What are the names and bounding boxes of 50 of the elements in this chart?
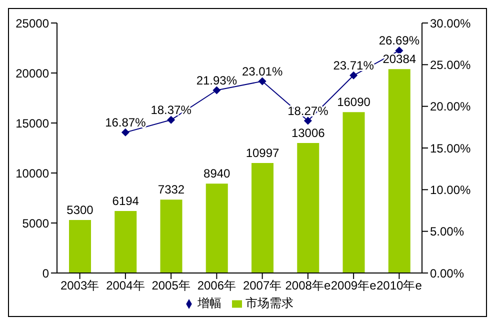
data-label: 6194 xyxy=(112,194,140,208)
bar xyxy=(388,69,410,273)
data-label: 23.01% xyxy=(242,64,283,78)
y2-tick-label: 20.00% xyxy=(430,100,472,114)
x-tick-label: 2009年e xyxy=(330,278,377,293)
y2-tick-label: 15.00% xyxy=(430,141,472,156)
y2-tick-label: 30.00% xyxy=(430,16,472,30)
data-label: 13006 xyxy=(291,126,326,140)
y2-tick-label: 25.00% xyxy=(430,58,472,72)
data-label: 23.71% xyxy=(333,58,374,72)
bar xyxy=(69,220,91,273)
x-tick-label: 2007年 xyxy=(242,278,282,293)
bar xyxy=(114,211,137,273)
point xyxy=(304,116,312,125)
data-label: 20384 xyxy=(382,52,416,66)
bar xyxy=(252,163,274,273)
data-label: 16090 xyxy=(337,95,371,110)
bar xyxy=(342,112,365,273)
legend-label: 市场需求 xyxy=(246,296,294,310)
data-label: 21.93% xyxy=(196,73,238,88)
x-tick-label: 2005年 xyxy=(152,278,190,293)
bar xyxy=(206,184,228,273)
y-tick-label: 10000 xyxy=(16,166,50,180)
x-tick-label: 2006年 xyxy=(197,278,236,293)
y-tick-label: 20000 xyxy=(16,66,50,80)
data-label: 10997 xyxy=(246,146,280,160)
y2-tick-label: 0.00% xyxy=(430,266,464,280)
point xyxy=(212,86,221,94)
x-tick-label: 2010年e xyxy=(376,278,422,293)
y-tick-label: 5000 xyxy=(22,216,50,230)
legend-label: 增幅 xyxy=(198,296,222,310)
x-tick-label: 2003年 xyxy=(60,278,100,293)
point xyxy=(350,71,358,80)
y-tick-label: 15000 xyxy=(16,116,50,130)
x-tick-label: 2004年 xyxy=(106,278,145,293)
y-tick-label: 0 xyxy=(42,266,50,280)
data-label: 26.69% xyxy=(378,34,420,48)
bar xyxy=(297,142,320,273)
bar xyxy=(160,200,182,273)
point xyxy=(258,77,266,86)
y-tick-label: 25000 xyxy=(16,16,50,30)
data-label: 8940 xyxy=(204,166,231,181)
data-label: 7332 xyxy=(158,182,185,197)
point xyxy=(167,116,176,124)
y2-tick-label: 10.00% xyxy=(430,182,472,197)
y2-tick-label: 5.00% xyxy=(430,224,464,239)
data-label: 5300 xyxy=(66,203,94,217)
point xyxy=(121,128,130,136)
x-tick-label: 2008年e xyxy=(285,278,331,293)
data-label: 16.87% xyxy=(105,115,146,130)
